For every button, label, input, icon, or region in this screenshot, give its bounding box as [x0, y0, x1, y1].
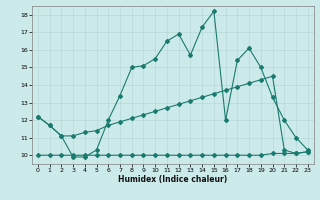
- X-axis label: Humidex (Indice chaleur): Humidex (Indice chaleur): [118, 175, 228, 184]
